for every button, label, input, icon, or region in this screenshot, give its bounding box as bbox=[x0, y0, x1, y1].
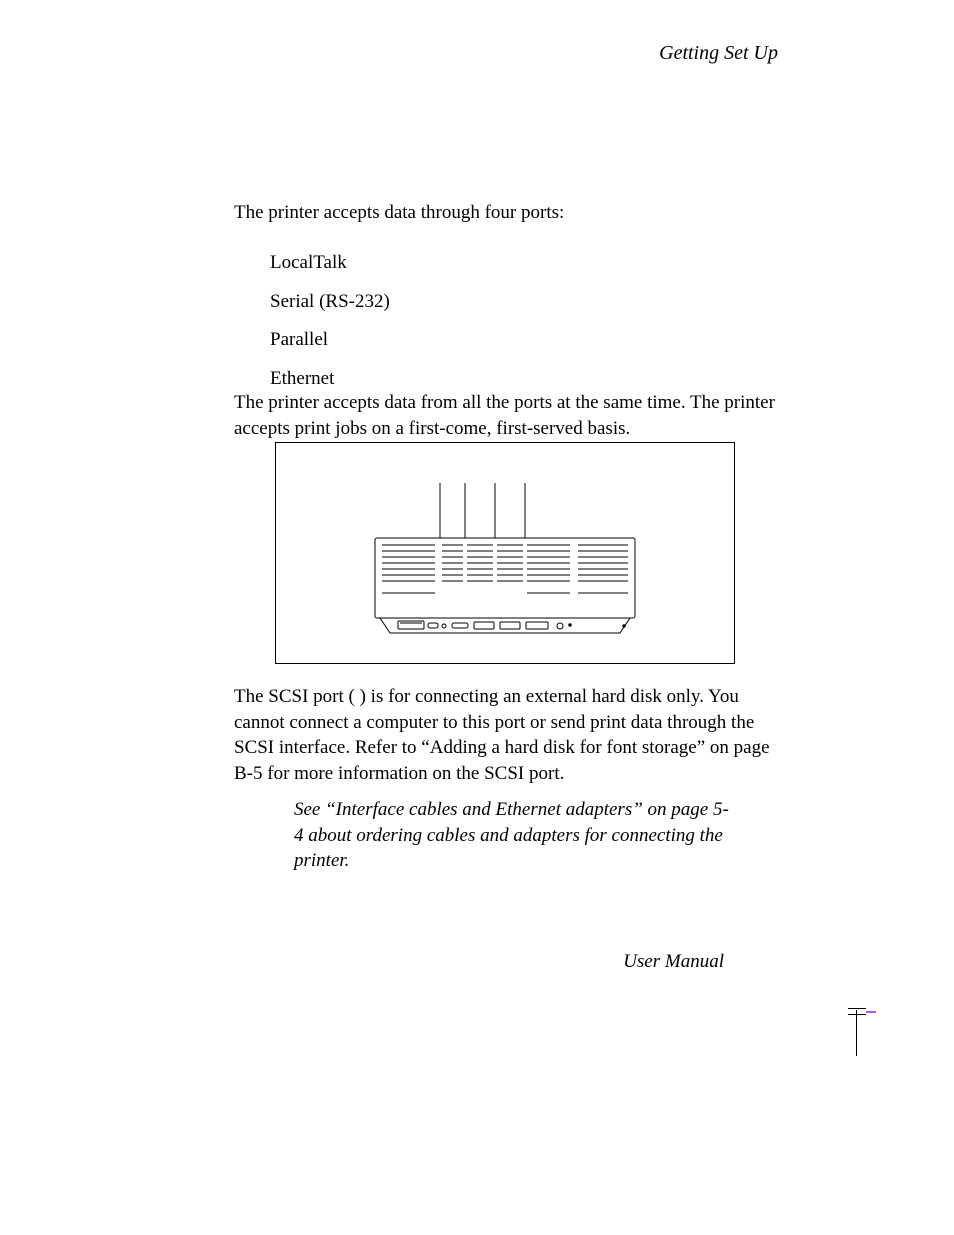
note-paragraph: See “Interface cables and Ethernet adapt… bbox=[294, 797, 734, 874]
chapter-title: Getting Set Up bbox=[659, 42, 778, 65]
footer-doc-label: User Manual bbox=[623, 951, 724, 973]
port-list: LocalTalk Serial (RS-232) Parallel Ether… bbox=[234, 237, 782, 392]
list-item: Serial (RS-232) bbox=[234, 289, 782, 315]
printer-rear-illustration bbox=[370, 483, 640, 643]
intro-paragraph: The printer accepts data through four po… bbox=[234, 200, 782, 226]
list-item: Ethernet bbox=[234, 366, 782, 392]
page: Getting Set Up The printer accepts data … bbox=[0, 0, 954, 1235]
crop-mark bbox=[826, 1008, 866, 1068]
list-item: Parallel bbox=[234, 327, 782, 353]
printer-rear-figure bbox=[275, 442, 735, 664]
scsi-paragraph: The SCSI port ( ) is for connecting an e… bbox=[234, 684, 782, 787]
list-item: LocalTalk bbox=[234, 250, 782, 276]
simultaneous-paragraph: The printer accepts data from all the po… bbox=[234, 390, 782, 441]
